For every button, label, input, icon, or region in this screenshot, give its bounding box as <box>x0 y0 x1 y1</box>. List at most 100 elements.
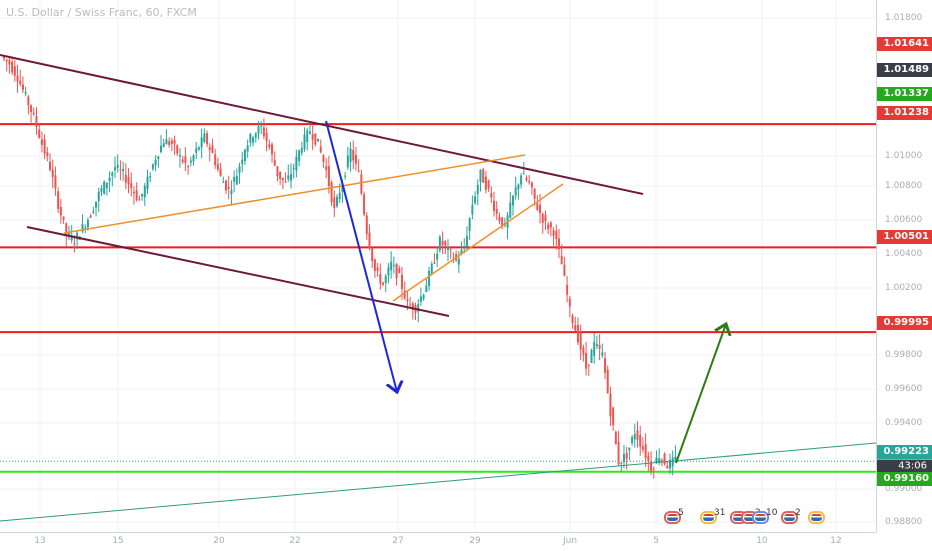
candle-body <box>317 138 320 142</box>
candle-body <box>457 258 460 265</box>
candle-body <box>292 168 295 170</box>
candle-body <box>238 166 241 173</box>
candle-body <box>555 231 558 239</box>
price-tag: 1.00501 <box>877 230 932 244</box>
candle-body <box>371 248 374 262</box>
candle-body <box>287 175 290 180</box>
candle-body <box>333 197 336 209</box>
candle-body <box>249 133 252 143</box>
candle-body <box>609 393 612 417</box>
candle-body <box>149 176 152 178</box>
candle-body <box>574 324 577 331</box>
candle-body <box>11 61 14 73</box>
chart-plot[interactable] <box>0 0 877 532</box>
candle-body <box>197 147 200 150</box>
candle-body <box>579 333 582 350</box>
time-tick-label: 27 <box>392 536 404 546</box>
wedge-upper-line <box>63 154 526 234</box>
candle-body <box>463 247 466 249</box>
candle-body <box>54 175 57 189</box>
candle-body <box>595 344 598 347</box>
candle-body <box>219 168 222 176</box>
candle-body <box>114 167 116 171</box>
economic-event-icon[interactable] <box>752 511 769 524</box>
candle-body <box>233 177 236 182</box>
time-tick-label: 13 <box>34 536 46 546</box>
candle-body <box>430 263 433 274</box>
price-tag: 1.01489 <box>877 63 932 77</box>
candle-body <box>620 462 623 464</box>
candle-body <box>281 177 284 181</box>
candle-body <box>154 159 157 166</box>
candle-body <box>628 447 631 451</box>
candle-body <box>373 259 376 271</box>
candle-body <box>38 129 41 138</box>
candle-body <box>122 169 125 172</box>
time-tick-label: 5 <box>653 536 659 546</box>
candle-body <box>124 174 127 183</box>
price-tick-label: 1.00600 <box>885 215 923 225</box>
candle-body <box>230 190 233 195</box>
price-tick-label: 0.99000 <box>885 484 923 494</box>
candle-body <box>338 192 341 200</box>
candle-body <box>509 202 512 218</box>
candle-body <box>471 205 474 215</box>
candle-body <box>211 145 214 153</box>
economic-event-icon[interactable] <box>700 511 717 524</box>
candle-body <box>184 156 187 163</box>
chart-title: U.S. Dollar / Swiss Franc, 60, FXCM <box>6 6 197 19</box>
candle-body <box>327 166 330 186</box>
event-count-label: 31 <box>714 508 726 518</box>
price-axis[interactable]: 1.01800 1.01000 1.00800 1.00600 1.00400 1.002… <box>876 0 932 532</box>
candle-body <box>501 217 504 227</box>
economic-event-icon[interactable] <box>664 511 681 524</box>
candle-body <box>243 149 246 162</box>
price-tick-label: 0.99800 <box>885 350 923 360</box>
long-trendline <box>0 442 877 522</box>
candle-body <box>495 208 498 214</box>
candle-body <box>468 218 471 232</box>
candle-body <box>422 294 425 299</box>
candle-body <box>476 184 479 195</box>
candle-body <box>544 214 547 221</box>
candle-body <box>19 80 22 85</box>
candle-body <box>170 140 173 144</box>
candle-body <box>95 201 98 208</box>
candle-body <box>490 192 493 198</box>
candle-body <box>92 211 95 213</box>
economic-event-icon[interactable] <box>808 511 825 524</box>
time-axis[interactable]: 13 15 20 22 27 29 Jun 5 10 12 <box>0 532 876 551</box>
blue-down-arrow <box>325 120 397 392</box>
candle-body <box>252 137 255 143</box>
candle-body <box>539 205 542 214</box>
green-up-arrow <box>675 324 726 464</box>
candle-body <box>35 116 38 128</box>
candle-body <box>493 200 496 211</box>
price-tick-label: 1.01000 <box>885 151 923 161</box>
candles <box>3 55 677 479</box>
candle-body <box>376 267 379 271</box>
horizontal-levels <box>0 123 876 473</box>
candle-body <box>576 325 579 343</box>
candle-body <box>127 176 130 184</box>
candle-body <box>525 178 528 181</box>
time-tick-label: 29 <box>469 536 481 546</box>
candle-body <box>308 131 311 134</box>
candle-body <box>27 96 30 106</box>
economic-event-icon[interactable] <box>781 511 798 524</box>
candle-body <box>360 174 363 194</box>
candle-body <box>449 249 452 251</box>
time-tick-label: 12 <box>830 536 842 546</box>
candle-body <box>16 75 19 82</box>
candle-body <box>306 130 309 143</box>
candle-body <box>547 224 550 230</box>
chart-area[interactable]: U.S. Dollar / Swiss Franc, 60, FXCM 5 31 2… <box>0 0 877 532</box>
candle-body <box>289 174 292 181</box>
candle-body <box>276 166 279 177</box>
candle-body <box>549 222 552 228</box>
event-count-label: 2 <box>795 508 801 518</box>
event-count-label: 10 <box>766 508 778 518</box>
candle-body <box>160 145 163 153</box>
candle-body <box>517 184 520 190</box>
candle-body <box>311 134 314 140</box>
